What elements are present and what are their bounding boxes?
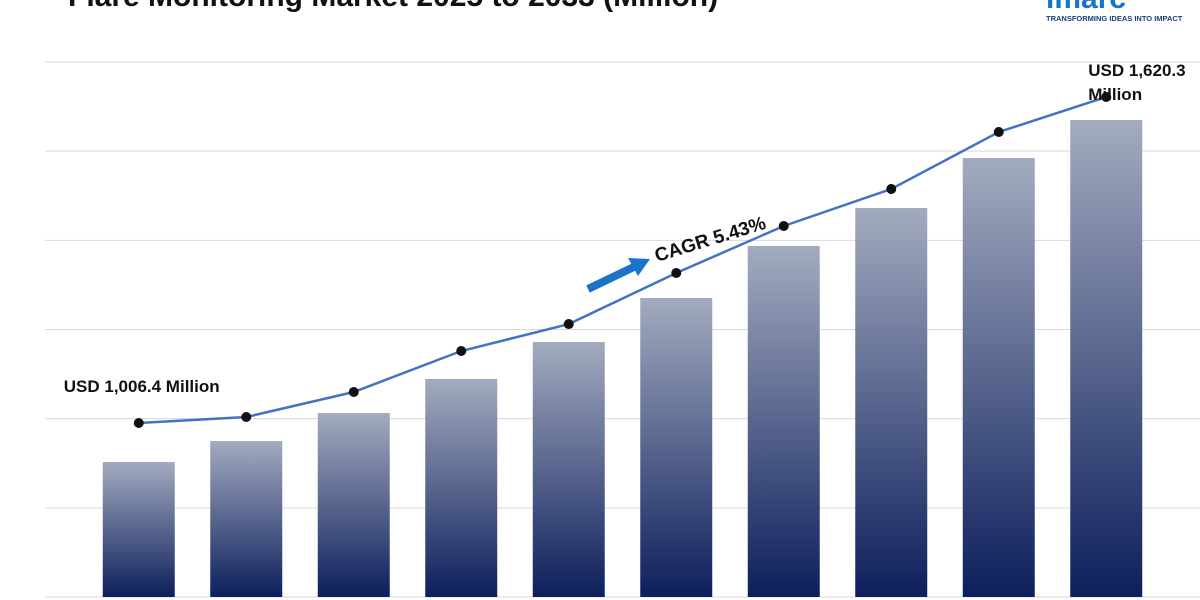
bar [855, 207, 928, 598]
bar [1070, 119, 1143, 597]
point [778, 220, 789, 231]
point [241, 412, 252, 423]
point [1101, 91, 1112, 102]
value-label: USD 1,006.4 Million [63, 377, 220, 397]
logo-tagline: TRANSFORMING IDEAS INTO IMPACT [1046, 14, 1183, 23]
bar [102, 462, 175, 597]
point [563, 319, 574, 330]
point [993, 126, 1004, 137]
point [456, 346, 467, 357]
bar [962, 158, 1035, 598]
chart-title: Flare Monitoring Market 2025 to 2033 (Mi… [68, 0, 718, 13]
bar [532, 342, 605, 597]
point [348, 387, 359, 398]
point [886, 183, 897, 194]
logo: imarc [1046, 0, 1126, 15]
point [133, 418, 144, 429]
bar [317, 413, 390, 597]
point [671, 267, 682, 278]
bar [747, 246, 820, 597]
value-label: USD 1,620.3 Million [1088, 60, 1186, 104]
bar [425, 378, 498, 597]
cagr-arrow [586, 258, 650, 293]
bar [640, 298, 713, 597]
line [138, 95, 1107, 425]
bar [210, 441, 283, 597]
